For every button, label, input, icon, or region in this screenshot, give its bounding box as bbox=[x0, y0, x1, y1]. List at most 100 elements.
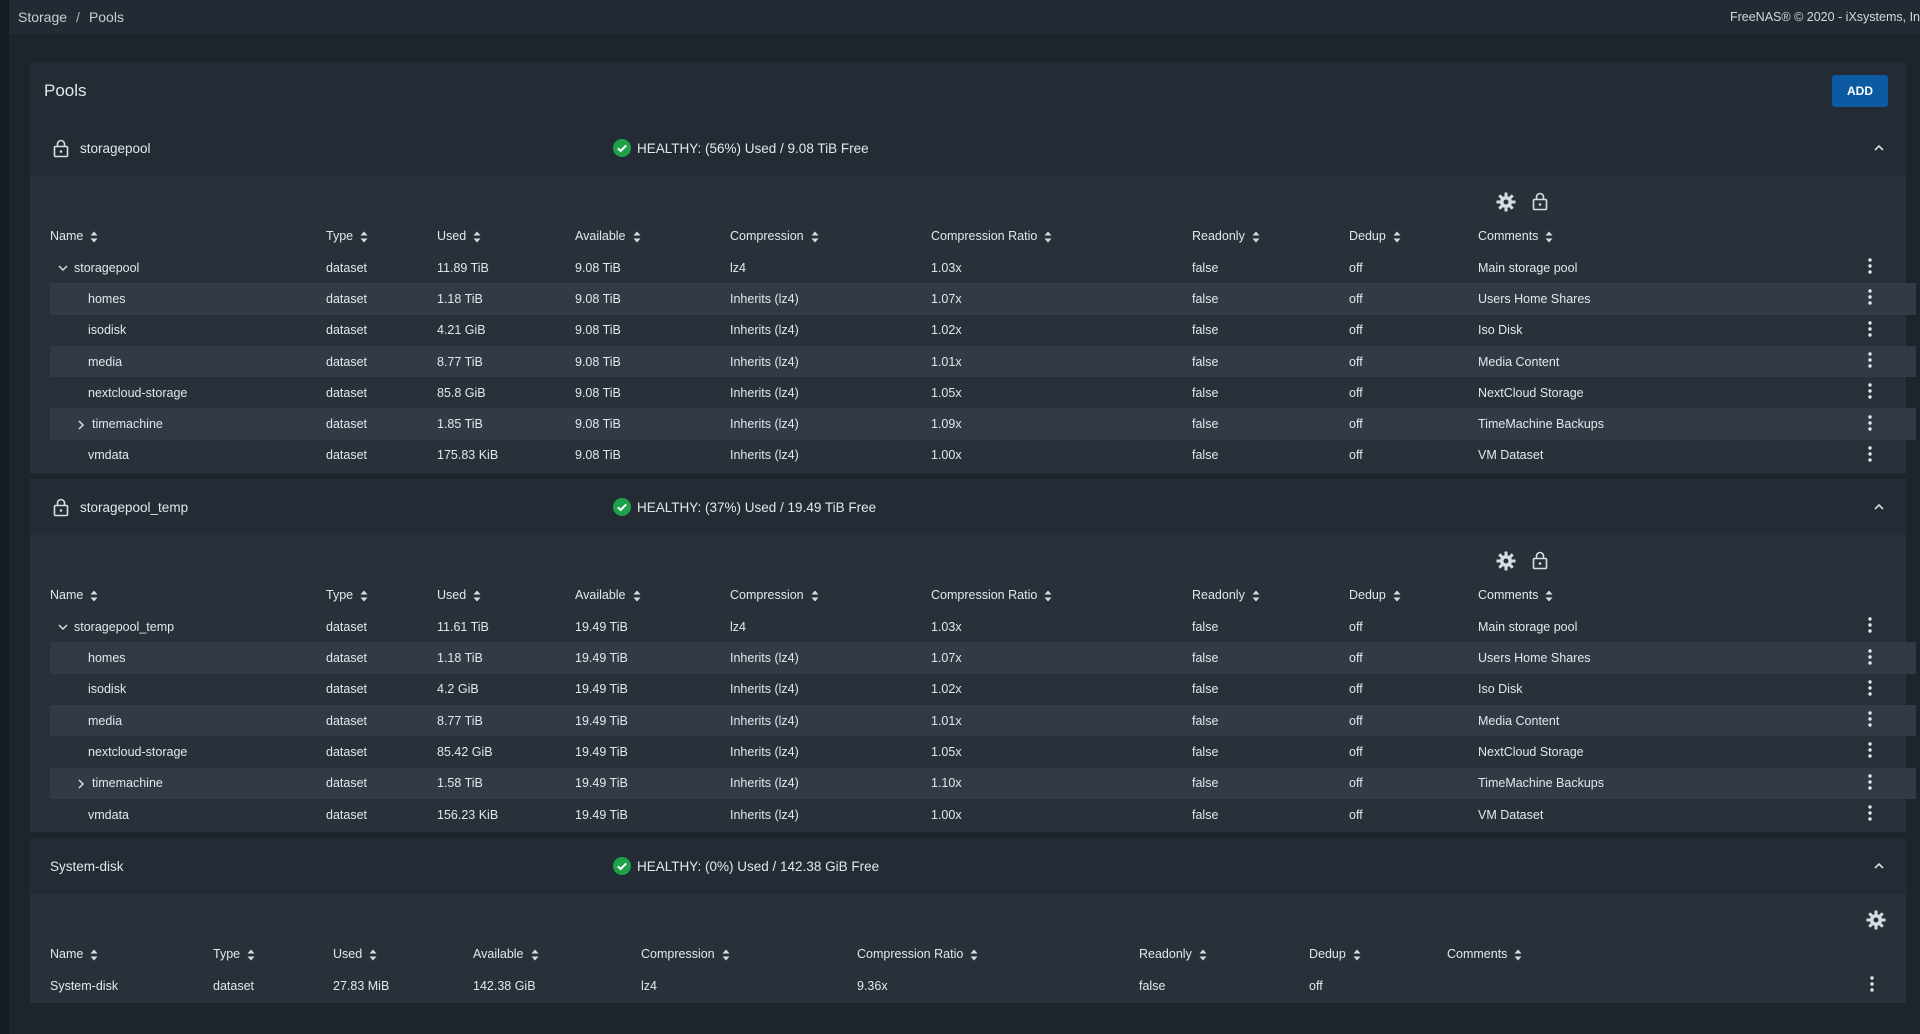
pool-header[interactable]: System-disk HEALTHY: (0%) Used / 142.38 … bbox=[30, 838, 1906, 895]
table-row[interactable]: timemachine dataset 1.58 TiB 19.49 TiB I… bbox=[50, 767, 1916, 799]
more-vert-icon[interactable] bbox=[1869, 976, 1874, 992]
column-header-compression[interactable]: Compression bbox=[730, 579, 931, 611]
more-vert-icon[interactable] bbox=[1868, 617, 1872, 633]
column-header-dedup[interactable]: Dedup bbox=[1349, 579, 1478, 611]
chevron-down-icon[interactable] bbox=[56, 262, 70, 274]
add-pool-button[interactable]: ADD bbox=[1832, 75, 1888, 107]
dataset-compression: Inherits (lz4) bbox=[730, 744, 799, 759]
gear-icon[interactable] bbox=[1496, 192, 1516, 212]
column-header-type[interactable]: Type bbox=[213, 938, 333, 970]
gear-icon[interactable] bbox=[1496, 551, 1516, 571]
more-vert-icon[interactable] bbox=[1868, 258, 1872, 274]
column-header-comments[interactable]: Comments bbox=[1478, 220, 1824, 252]
lock-icon[interactable] bbox=[52, 497, 70, 517]
dataset-comments: Media Content bbox=[1478, 345, 1824, 378]
column-header-name[interactable]: Name bbox=[50, 220, 326, 252]
table-row[interactable]: homes dataset 1.18 TiB 9.08 TiB Inherits… bbox=[50, 283, 1916, 315]
pool-status: HEALTHY: (0%) Used / 142.38 GiB Free bbox=[613, 857, 879, 876]
breadcrumb-storage[interactable]: Storage bbox=[18, 9, 68, 25]
column-header-readonly[interactable]: Readonly bbox=[1192, 579, 1349, 611]
table-row[interactable]: nextcloud-storage dataset 85.42 GiB 19.4… bbox=[50, 736, 1916, 767]
table-row[interactable]: homes dataset 1.18 TiB 19.49 TiB Inherit… bbox=[50, 642, 1916, 674]
dataset-name: System-disk bbox=[50, 978, 119, 993]
dataset-comments: TimeMachine Backups bbox=[1478, 767, 1824, 799]
sort-icon bbox=[633, 590, 641, 602]
more-vert-icon[interactable] bbox=[1868, 446, 1872, 462]
column-header-name[interactable]: Name bbox=[50, 938, 213, 970]
chevron-up-icon[interactable] bbox=[1872, 141, 1886, 155]
lock-icon[interactable] bbox=[1531, 191, 1549, 211]
column-header-compression[interactable]: Compression bbox=[641, 938, 857, 970]
dataset-readonly: false bbox=[1192, 704, 1349, 737]
column-header-readonly[interactable]: Readonly bbox=[1139, 938, 1309, 970]
table-row[interactable]: media dataset 8.77 TiB 19.49 TiB Inherit… bbox=[50, 704, 1916, 737]
dataset-available: 9.08 TiB bbox=[575, 448, 621, 463]
sort-icon bbox=[970, 949, 978, 961]
more-vert-icon[interactable] bbox=[1868, 711, 1872, 727]
column-header-type[interactable]: Type bbox=[326, 579, 437, 611]
more-vert-icon[interactable] bbox=[1868, 742, 1872, 759]
lock-icon[interactable] bbox=[52, 138, 70, 158]
column-header-readonly[interactable]: Readonly bbox=[1192, 220, 1349, 252]
dataset-dedup: off bbox=[1309, 978, 1323, 993]
pool-body: Name Type Used Available Compression Com… bbox=[30, 894, 1906, 1004]
table-row[interactable]: System-disk dataset 27.83 MiB 142.38 GiB… bbox=[50, 970, 1916, 1001]
column-header-dedup[interactable]: Dedup bbox=[1309, 938, 1447, 970]
more-vert-icon[interactable] bbox=[1868, 352, 1872, 368]
more-vert-icon[interactable] bbox=[1868, 648, 1872, 665]
column-header-used[interactable]: Used bbox=[437, 220, 575, 252]
column-header-comments[interactable]: Comments bbox=[1447, 938, 1827, 970]
more-vert-icon[interactable] bbox=[1868, 774, 1872, 790]
column-header-compression-ratio[interactable]: Compression Ratio bbox=[931, 220, 1192, 252]
column-header-compression-ratio[interactable]: Compression Ratio bbox=[931, 579, 1192, 611]
dataset-available: 19.49 TiB bbox=[575, 767, 730, 799]
column-header-available[interactable]: Available bbox=[473, 938, 641, 970]
chevron-right-icon[interactable] bbox=[74, 778, 88, 790]
more-vert-icon[interactable] bbox=[1868, 383, 1872, 400]
column-header-dedup[interactable]: Dedup bbox=[1349, 220, 1478, 252]
column-header-compression-ratio[interactable]: Compression Ratio bbox=[857, 938, 1139, 970]
gear-icon[interactable] bbox=[1866, 910, 1886, 930]
table-row[interactable]: storagepool_temp dataset 11.61 TiB 19.49… bbox=[50, 611, 1916, 642]
table-row[interactable]: vmdata dataset 156.23 KiB 19.49 TiB Inhe… bbox=[50, 799, 1916, 830]
more-vert-icon[interactable] bbox=[1868, 289, 1872, 306]
pool-header[interactable]: storagepool HEALTHY: (56%) Used / 9.08 T… bbox=[30, 120, 1906, 176]
chevron-right-icon[interactable] bbox=[74, 419, 88, 431]
table-row[interactable]: vmdata dataset 175.83 KiB 9.08 TiB Inher… bbox=[50, 440, 1916, 471]
table-row[interactable]: isodisk dataset 4.21 GiB 9.08 TiB Inheri… bbox=[50, 315, 1916, 346]
dataset-dedup: off bbox=[1349, 704, 1478, 737]
more-vert-icon[interactable] bbox=[1868, 414, 1872, 431]
chevron-down-icon[interactable] bbox=[56, 621, 70, 633]
dataset-available: 19.49 TiB bbox=[575, 682, 628, 697]
table-row[interactable]: media dataset 8.77 TiB 9.08 TiB Inherits… bbox=[50, 345, 1916, 378]
column-header-type[interactable]: Type bbox=[326, 220, 437, 252]
pool-toolbar bbox=[30, 894, 1906, 938]
column-header-compression[interactable]: Compression bbox=[730, 220, 931, 252]
column-header-comments[interactable]: Comments bbox=[1478, 579, 1824, 611]
table-row[interactable]: timemachine dataset 1.85 TiB 9.08 TiB In… bbox=[50, 408, 1916, 440]
table-row[interactable]: isodisk dataset 4.2 GiB 19.49 TiB Inheri… bbox=[50, 674, 1916, 705]
table-row[interactable]: storagepool dataset 11.89 TiB 9.08 TiB l… bbox=[50, 252, 1916, 283]
column-header-name[interactable]: Name bbox=[50, 579, 326, 611]
table-row[interactable]: nextcloud-storage dataset 85.8 GiB 9.08 … bbox=[50, 377, 1916, 408]
more-vert-icon[interactable] bbox=[1868, 321, 1872, 337]
dataset-compression: Inherits (lz4) bbox=[730, 283, 931, 315]
chevron-up-icon[interactable] bbox=[1872, 500, 1886, 514]
column-header-used[interactable]: Used bbox=[333, 938, 473, 970]
dataset-comments: VM Dataset bbox=[1478, 448, 1544, 463]
healthy-check-icon bbox=[613, 857, 631, 876]
column-header-used[interactable]: Used bbox=[437, 579, 575, 611]
column-header-available[interactable]: Available bbox=[575, 220, 730, 252]
more-vert-icon[interactable] bbox=[1868, 680, 1872, 696]
dataset-dedup: off bbox=[1349, 682, 1363, 697]
dataset-ratio: 1.00x bbox=[931, 448, 962, 463]
chevron-up-icon[interactable] bbox=[1872, 859, 1886, 873]
more-vert-icon[interactable] bbox=[1868, 805, 1872, 821]
pool-header[interactable]: storagepool_temp HEALTHY: (37%) Used / 1… bbox=[30, 479, 1906, 536]
dataset-used: 8.77 TiB bbox=[437, 704, 575, 737]
dataset-compression: Inherits (lz4) bbox=[730, 385, 799, 400]
lock-icon[interactable] bbox=[1531, 550, 1549, 570]
column-header-available[interactable]: Available bbox=[575, 579, 730, 611]
dataset-compression: Inherits (lz4) bbox=[730, 807, 799, 822]
dataset-name: timemachine bbox=[50, 767, 326, 799]
